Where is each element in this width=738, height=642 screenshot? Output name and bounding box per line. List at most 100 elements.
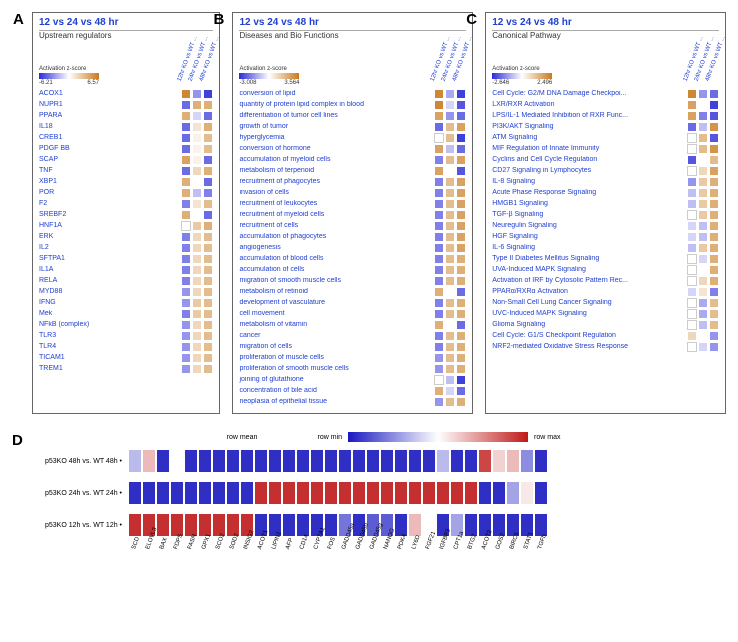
d-cell	[128, 449, 142, 473]
heat-cell	[434, 221, 444, 231]
heat-cell	[192, 243, 202, 253]
heat-row: metabolism of vitamin	[239, 319, 466, 330]
panel-b-rows: conversion of lipidquantity of protein l…	[239, 88, 466, 407]
heat-row: IFNG	[39, 297, 213, 308]
heat-row: accumulation of cells	[239, 264, 466, 275]
heat-row: recruitment of leukocytes	[239, 198, 466, 209]
heat-cell	[434, 111, 444, 121]
heat-cell	[456, 111, 466, 121]
d-cell	[394, 449, 408, 473]
panel-a-title: 12 vs 24 vs 48 hr	[39, 17, 213, 31]
row-label: TREM1	[39, 365, 181, 372]
heat-cell	[203, 155, 213, 165]
row-label: MIF Regulation of Innate Immunity	[492, 145, 687, 152]
d-cell	[184, 449, 198, 473]
row-label: angiogenesis	[239, 244, 434, 251]
heat-cell	[203, 122, 213, 132]
d-row-label: p53KO 48h vs. WT 48h •	[32, 458, 128, 465]
row-label: TNF	[39, 167, 181, 174]
row-label: accumulation of phagocytes	[239, 233, 434, 240]
row-label: HMGB1 Signaling	[492, 200, 687, 207]
panel-a-col-headers: 12hr KO vs WT ...24hr KO vs WT ...48hr K…	[181, 46, 213, 86]
row-label: TGF-β Signaling	[492, 211, 687, 218]
heat-cell	[434, 89, 444, 99]
heat-cell	[203, 144, 213, 154]
row-label: cancer	[239, 332, 434, 339]
panel-c-rows: Cell Cycle: G2/M DNA Damage Checkpoi...L…	[492, 88, 719, 352]
heat-cell	[181, 89, 191, 99]
heat-cell	[434, 298, 444, 308]
heat-cell	[434, 254, 444, 264]
d-cell	[422, 481, 436, 505]
d-cell	[534, 481, 548, 505]
heat-cell	[434, 276, 444, 286]
heat-cell	[687, 254, 697, 264]
row-label: development of vasculature	[239, 299, 434, 306]
d-cell	[296, 449, 310, 473]
d-cell	[128, 481, 142, 505]
row-label: Cell Cycle: G2/M DNA Damage Checkpoi...	[492, 90, 687, 97]
d-cell	[366, 449, 380, 473]
heat-cell	[434, 287, 444, 297]
panel-a-zscore-legend: Activation z-score -6.216.57	[39, 66, 99, 86]
heat-cell	[203, 287, 213, 297]
zscore-label: Activation z-score	[39, 66, 99, 72]
zscore-label: Activation z-score	[492, 66, 552, 72]
heat-cell	[687, 111, 697, 121]
heat-cell	[456, 166, 466, 176]
heat-cell	[434, 342, 444, 352]
row-label: NUPR1	[39, 101, 181, 108]
heat-row: MYD88	[39, 286, 213, 297]
heat-cell	[192, 232, 202, 242]
row-label: metabolism of retinoid	[239, 288, 434, 295]
heat-cell	[192, 166, 202, 176]
heat-cell	[698, 276, 708, 286]
panel-c-letter: C	[466, 11, 477, 28]
d-row-label: p53KO 12h vs. WT 12h •	[32, 522, 128, 529]
heat-cell	[456, 144, 466, 154]
heat-cell	[181, 133, 191, 143]
heat-cell	[445, 331, 455, 341]
heat-cell	[445, 210, 455, 220]
heat-cell	[192, 210, 202, 220]
d-cell	[338, 449, 352, 473]
heat-cell	[203, 309, 213, 319]
panel-b-col-headers: 12hr KO vs WT ...24hr KO vs WT ...48hr K…	[434, 46, 466, 86]
d-cell	[408, 481, 422, 505]
row-label: recruitment of myeloid cells	[239, 211, 434, 218]
heat-cell	[181, 111, 191, 121]
heat-cell	[456, 287, 466, 297]
heat-row: SFTPA1	[39, 253, 213, 264]
d-cell	[156, 481, 170, 505]
row-label: proliferation of muscle cells	[239, 354, 434, 361]
heat-cell	[687, 188, 697, 198]
heat-cell	[181, 144, 191, 154]
heat-row: IL-8 Signaling	[492, 176, 719, 187]
panel-d-letter: D	[12, 432, 23, 449]
heat-row: IL18	[39, 121, 213, 132]
d-cell	[408, 449, 422, 473]
heat-cell	[434, 177, 444, 187]
heat-cell	[445, 155, 455, 165]
heat-row: proliferation of smooth muscle cells	[239, 363, 466, 374]
heat-cell	[698, 155, 708, 165]
heat-cell	[434, 331, 444, 341]
heat-row: NRF2-mediated Oxidative Stress Response	[492, 341, 719, 352]
panel-b-subtitle: Diseases and Bio Functions	[239, 31, 466, 40]
row-label: SFTPA1	[39, 255, 181, 262]
d-cell	[464, 449, 478, 473]
heat-cell	[698, 342, 708, 352]
heat-cell	[181, 276, 191, 286]
heat-cell	[698, 177, 708, 187]
heat-cell	[192, 320, 202, 330]
heat-row: recruitment of phagocytes	[239, 176, 466, 187]
d-cell	[212, 481, 226, 505]
heat-row: IL1A	[39, 264, 213, 275]
heat-row: Type II Diabetes Mellitus Signaling	[492, 253, 719, 264]
heat-row: proliferation of muscle cells	[239, 352, 466, 363]
panel-c: C 12 vs 24 vs 48 hr Canonical Pathway Ac…	[485, 12, 726, 414]
heat-row: MIF Regulation of Innate Immunity	[492, 143, 719, 154]
heat-cell	[203, 320, 213, 330]
heat-row: quantity of protein lipid complex in blo…	[239, 99, 466, 110]
heat-cell	[687, 243, 697, 253]
